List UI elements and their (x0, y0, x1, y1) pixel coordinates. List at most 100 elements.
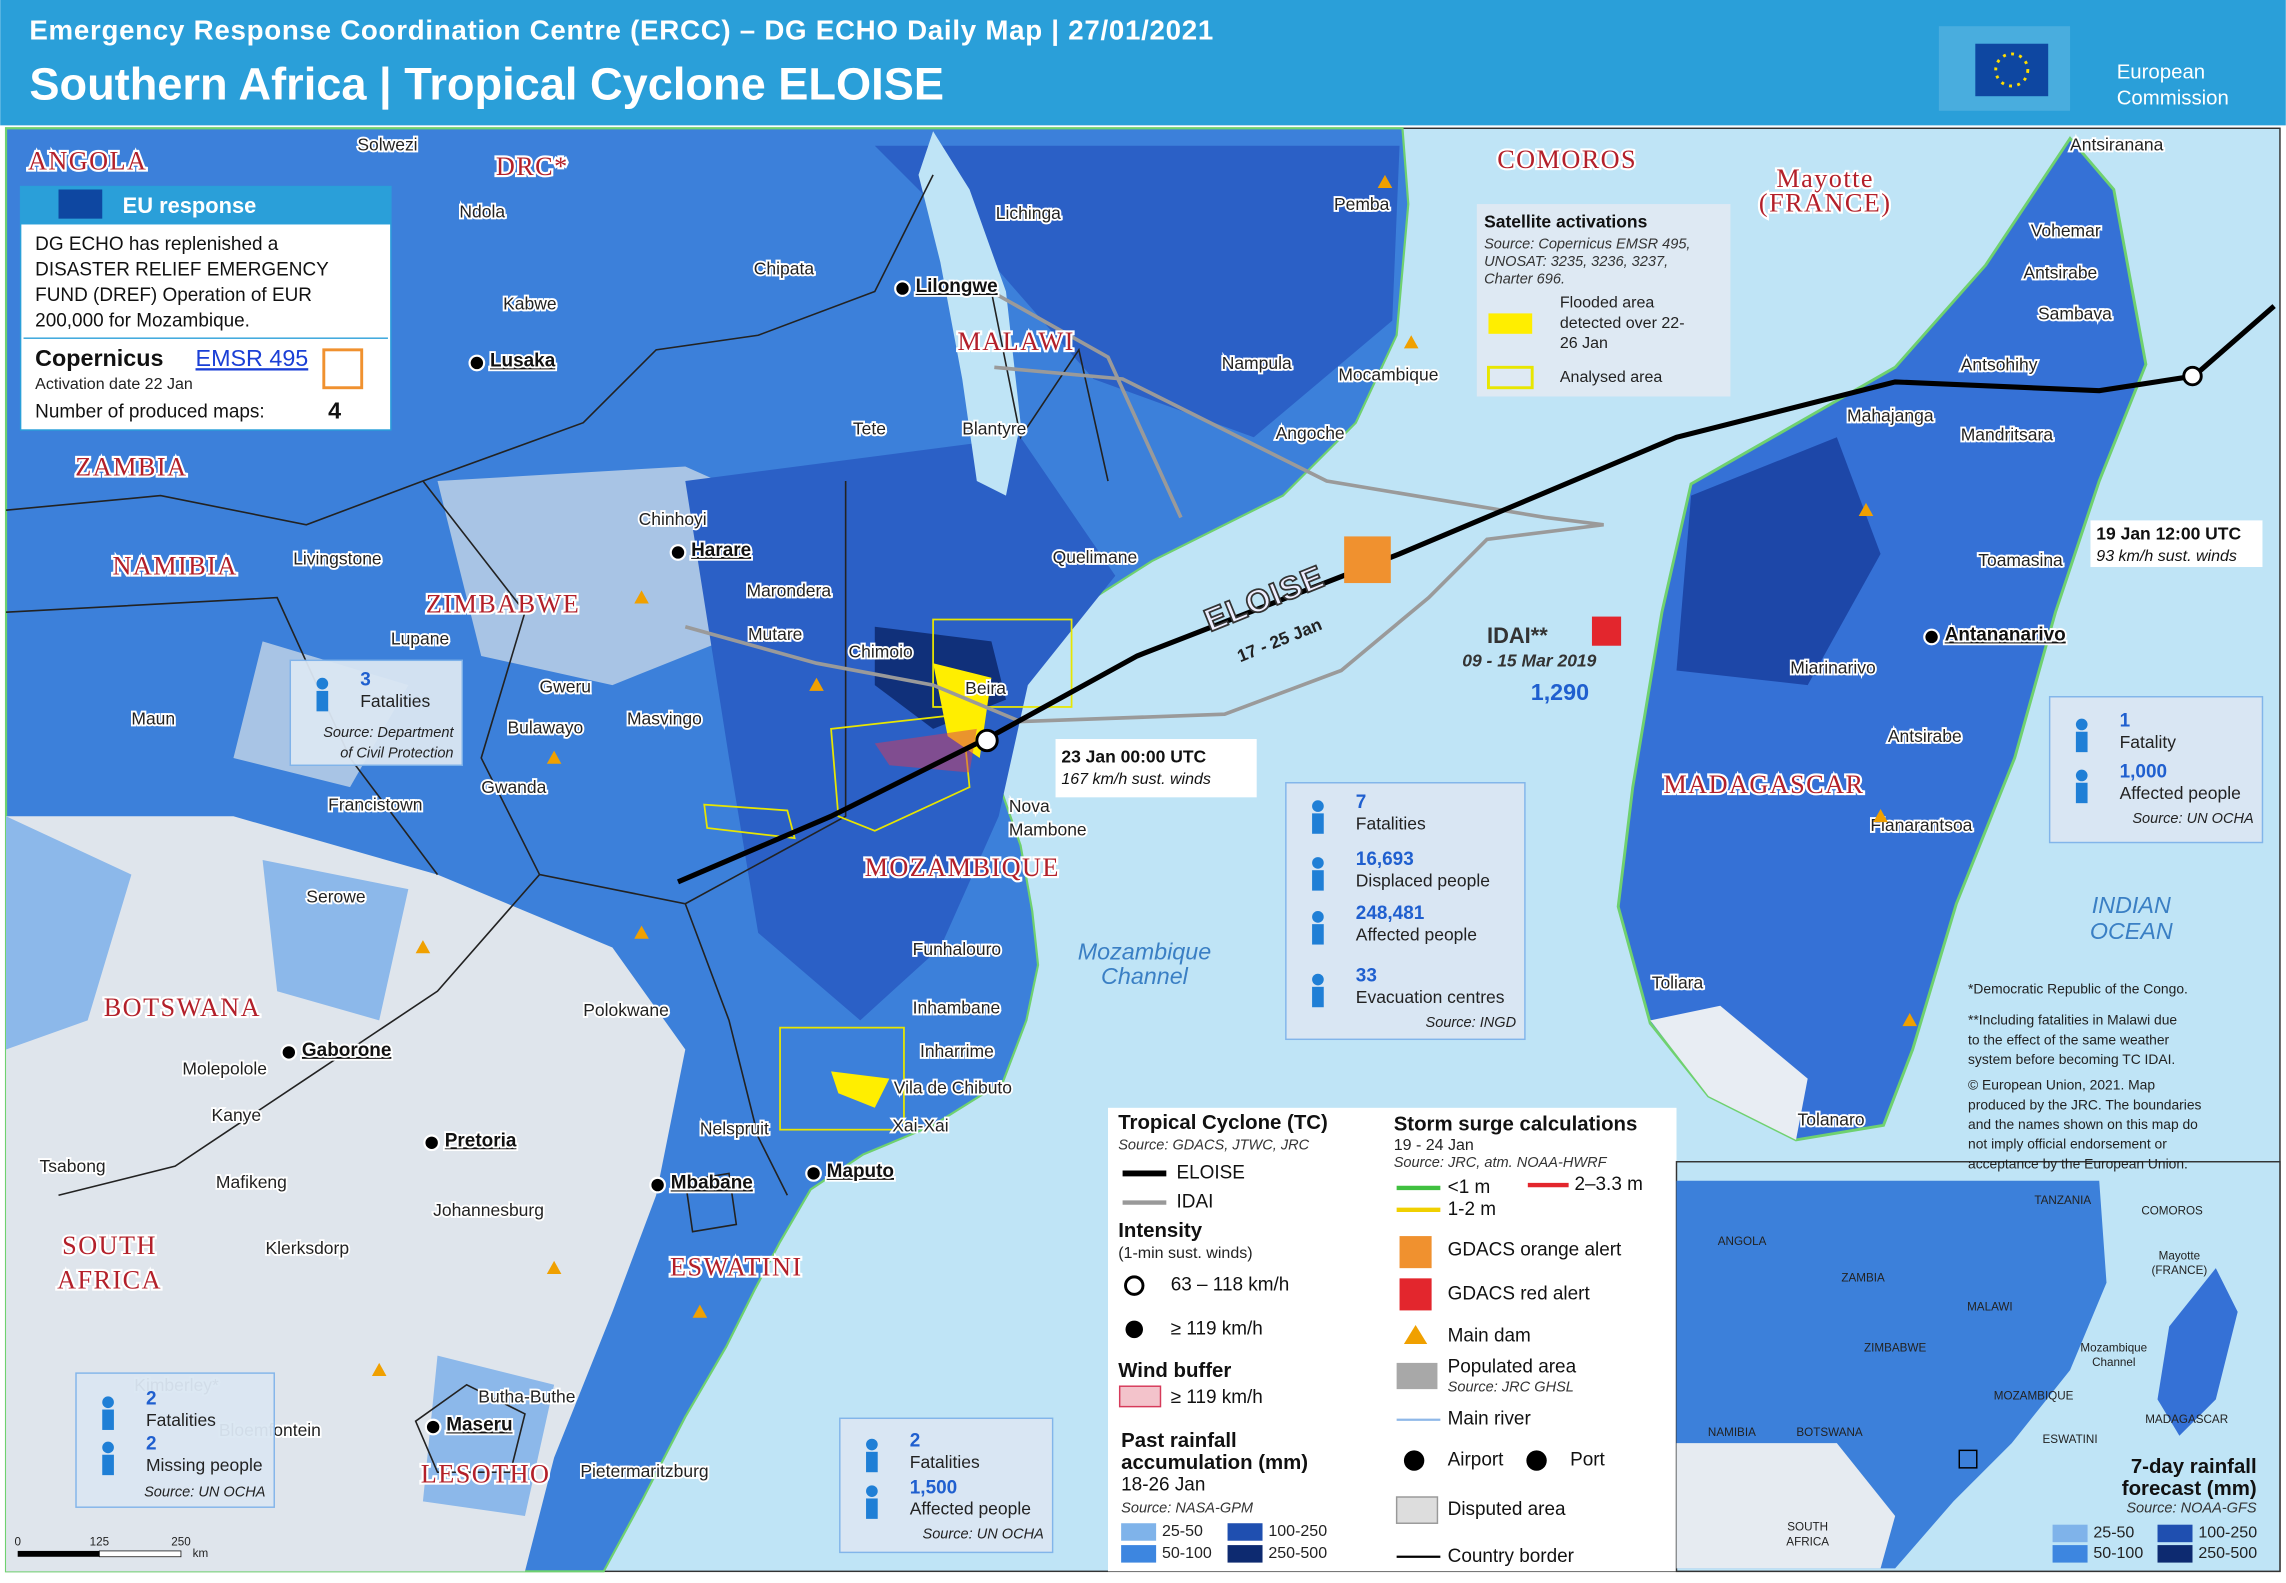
legend-label: Storm surge calculations (1394, 1114, 1638, 1136)
legend-label: Source: GDACS, JTWC, JRC (1118, 1138, 1309, 1154)
city-label: Chimoio (849, 642, 913, 662)
inset-swatch (2052, 1524, 2088, 1543)
country-borders (5, 174, 1109, 1474)
inset-dry (1676, 1443, 1896, 1569)
city-label: Mocambique (1338, 365, 1438, 385)
legend-wind-buffer (1118, 1385, 1162, 1408)
city-label: Xai-Xai (892, 1115, 948, 1135)
satellite-box (1476, 204, 1731, 397)
note-line: system before becoming TC IDAI. (1968, 1051, 2175, 1067)
city-label: Miarinarivo (1790, 658, 1876, 678)
impact-number: 2 (146, 1434, 157, 1455)
legend-label: Disputed area (1448, 1499, 1566, 1520)
dam-marker (634, 925, 649, 939)
legend-intensity (1125, 1320, 1143, 1339)
heavy-rain (1676, 437, 1881, 686)
person-icon (2075, 731, 2088, 753)
city-label: Toliara (1652, 973, 1704, 993)
person-icon (2075, 769, 2088, 782)
person-icon (102, 1454, 114, 1476)
note-line: **Including fatalities in Malawi due (1968, 1012, 2177, 1028)
person-icon (2075, 718, 2088, 731)
person-icon (866, 1485, 878, 1497)
callout-box (2090, 520, 2263, 568)
scale-bar (98, 1550, 182, 1558)
callout-winds: 167 km/h sust. winds (1061, 770, 1211, 788)
city-label: Nova (1009, 796, 1050, 816)
wind-buffer (874, 728, 977, 773)
callout-time: 19 Jan 12:00 UTC (2096, 524, 2241, 544)
dry-south (1650, 1005, 1808, 1140)
inset-label: MALAWI (1967, 1301, 2013, 1314)
eloise-track (677, 304, 2276, 885)
inset-label: AFRICA (1786, 1535, 1829, 1548)
city-label: Johannesburg (433, 1200, 544, 1220)
sea-label: Mozambique (1078, 938, 1212, 964)
inset-label: TANZANIA (2034, 1194, 2091, 1207)
note-line: and the names shown on this map do (1968, 1116, 2198, 1132)
capital-marker (280, 1044, 298, 1061)
city-label: Inharrime (920, 1041, 994, 1061)
city-label: Tolanaro (1797, 1110, 1864, 1130)
dam-marker (1902, 1013, 1918, 1027)
copernicus-icon (322, 348, 364, 390)
eu-response-box (19, 185, 392, 431)
capital-marker (894, 280, 911, 297)
dam-marker (809, 677, 824, 691)
eu-flag (1975, 43, 2049, 97)
city-label: Pemba (1334, 194, 1390, 214)
legend-class: 25-50 (1162, 1522, 1203, 1540)
capital-label: Gaborone (302, 1040, 391, 1061)
box-title: EU response (123, 193, 257, 218)
border (414, 1383, 526, 1474)
city-label: Angoche (1276, 423, 1345, 443)
legend-populated (1396, 1362, 1438, 1390)
city-label: Mutare (748, 624, 802, 644)
city-label: Bulawayo (507, 717, 583, 737)
legend-swatch (1121, 1545, 1157, 1563)
legend-panel (1108, 1107, 1677, 1572)
flooded-area (831, 663, 992, 1108)
dam-marker (1403, 335, 1419, 349)
impact-source: Source: INGD (1426, 1015, 1517, 1031)
legend-label: Source: JRC GHSL (1448, 1380, 1574, 1396)
country-label: MOZAMBIQUE (865, 853, 1060, 882)
city-label: Lupane (391, 629, 449, 649)
legend-class: 100-250 (1268, 1522, 1327, 1540)
impact-source: Source: UN OCHA (144, 1484, 265, 1500)
legend-label: GDACS red alert (1448, 1283, 1591, 1304)
legend-red (1399, 1278, 1432, 1311)
city-label: Nampula (1222, 353, 1292, 373)
country-label: NAMIBIA (112, 551, 237, 580)
impact-source: Source: Department (323, 725, 454, 741)
inset-label: ZIMBABWE (1864, 1341, 1926, 1354)
legend-port (1526, 1450, 1547, 1471)
note-line: acceptance by the European Union. (1968, 1155, 2188, 1171)
city-label: Gweru (540, 677, 592, 697)
impact-number: 7 (1356, 792, 1367, 813)
impact-label: Fatality (2120, 732, 2177, 752)
country-label: LESOTHO (421, 1460, 551, 1489)
person-icon (102, 1396, 114, 1409)
cyclone-position (2182, 365, 2203, 387)
city-label: Antsohihy (1961, 354, 2038, 374)
city-label: Toamasina (1978, 550, 2063, 570)
legend-label: Main river (1448, 1409, 1531, 1430)
idai-fatalities: 1,290 (1531, 679, 1589, 705)
legend-label: Airport (1448, 1450, 1505, 1471)
inset-class: 250-500 (2198, 1544, 2257, 1562)
inset-swatch (2157, 1524, 2193, 1543)
capital-label: Antananarivo (1945, 625, 2066, 646)
legend-label: 18-26 Jan (1121, 1474, 1205, 1495)
legend-intensity (1124, 1275, 1145, 1296)
city-label: Kanye (212, 1105, 262, 1125)
impact-label: Affected people (2120, 783, 2241, 803)
legend-label: 2–3.3 m (1574, 1174, 1642, 1195)
legend-swatch (1227, 1523, 1263, 1541)
box-text: DG ECHO has replenished a (35, 234, 279, 255)
inset-label: MADAGASCAR (2145, 1413, 2228, 1426)
legend-label: (1-min sust. winds) (1118, 1244, 1252, 1262)
inset-frame (1958, 1449, 1978, 1469)
impact-box (75, 1372, 275, 1508)
impact-label: Fatalities (146, 1410, 216, 1430)
